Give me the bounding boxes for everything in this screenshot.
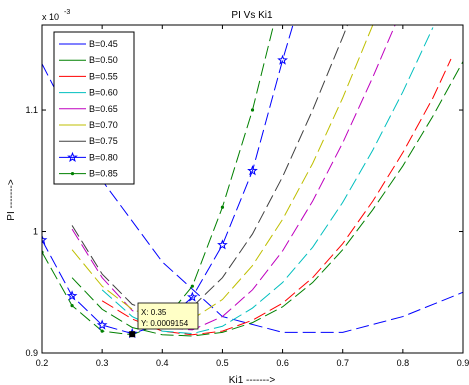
x-tick-label-5: 0.7 [336, 358, 349, 368]
series-8-dot-marker-7 [250, 108, 255, 112]
data-tip-box [137, 302, 199, 330]
x-tick-label-0: 0.2 [36, 358, 49, 368]
series-line-2 [101, 58, 452, 336]
series-8-dot-marker-1 [70, 304, 74, 308]
series-line-3 [101, 27, 434, 335]
legend: B=0.45 B=0.50 B=0.55 B=0.60 B=0.65 B=0.70 B=0.… [53, 31, 135, 185]
series-8-dot-marker-2 [100, 329, 104, 333]
tick-layer: 0.2 0.3 0.4 0.5 0.6 0.7 0.8 0.9 0.9 1 1.1 [25, 25, 469, 368]
series-7-star-marker-5 [186, 291, 198, 302]
legend-star-marker [67, 151, 78, 162]
series-7-star-marker-1 [66, 290, 78, 301]
legend-dot-marker [70, 172, 75, 176]
y-tick-label-2: 1.1 [25, 105, 38, 115]
legend-label-6: B=0.75 [89, 136, 118, 146]
data-tip-y: Y: 0.0009154 [141, 319, 189, 328]
data-tip[interactable]: X: 0.35 Y: 0.0009154 [129, 302, 199, 338]
y-tick-label-1: 1 [33, 227, 38, 237]
y-exponent-base: x 10 [42, 12, 59, 22]
legend-box [53, 31, 135, 185]
x-tick-label-4: 0.6 [276, 358, 289, 368]
x-tick-label-1: 0.3 [96, 358, 109, 368]
x-tick-label-6: 0.8 [397, 358, 410, 368]
series-7-star-marker-8 [277, 54, 288, 65]
x-tick-label-2: 0.4 [156, 358, 169, 368]
legend-label-5: B=0.70 [89, 120, 118, 130]
series-8-dot-marker-6 [220, 205, 225, 209]
legend-label-0: B=0.45 [89, 39, 118, 49]
legend-label-1: B=0.50 [89, 55, 118, 65]
series-7-star-marker-2 [96, 319, 108, 330]
legend-label-4: B=0.65 [89, 104, 118, 114]
series-line-1 [71, 61, 463, 337]
y-axis-label: PI -------> [6, 179, 17, 221]
series-8-dot-marker-5 [190, 284, 194, 288]
legend-label-2: B=0.55 [89, 71, 118, 81]
legend-label-7: B=0.80 [89, 152, 118, 162]
series-line-0 [42, 63, 463, 333]
series-line-5 [71, 25, 374, 321]
y-exponent-power: -3 [64, 9, 70, 16]
x-axis-label: Ki1 -------> [229, 375, 276, 385]
series-7-star-marker-6 [217, 239, 228, 250]
legend-label-3: B=0.60 [89, 88, 118, 98]
axes-box [41, 24, 464, 354]
y-tick-label-0: 0.9 [25, 348, 38, 358]
x-tick-label-7: 0.9 [457, 358, 469, 368]
data-tip-x: X: 0.35 [141, 308, 167, 317]
chart-title: PI Vs Ki1 [231, 10, 273, 21]
x-tick-label-3: 0.5 [216, 358, 229, 368]
series-7-star-marker-7 [247, 165, 258, 176]
legend-label-8: B=0.85 [89, 169, 118, 179]
series-line-6 [71, 25, 349, 315]
data-tip-marker[interactable] [129, 331, 136, 338]
series-7-star-marker-0 [42, 234, 48, 245]
